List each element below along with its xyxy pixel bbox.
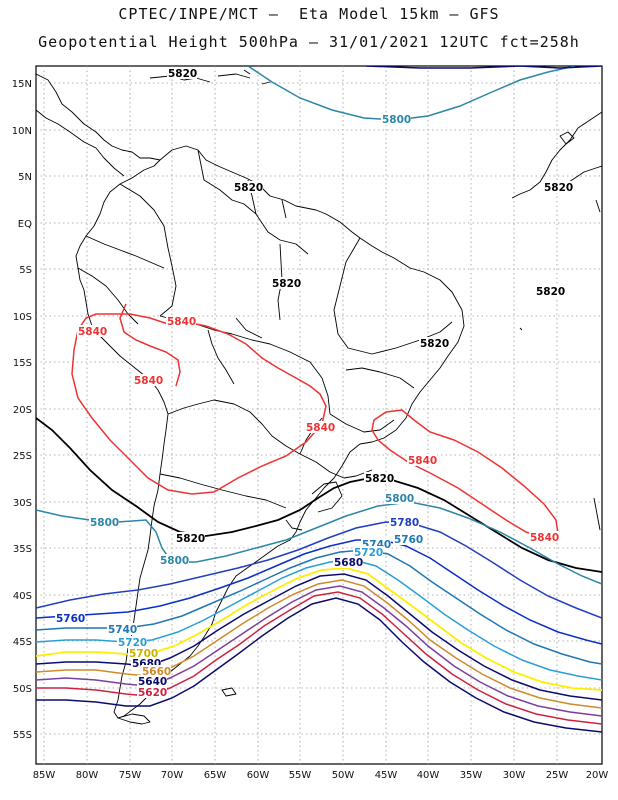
lon-tick-label: 45W [375, 770, 398, 781]
label-5820-rio-grande: 5820 [365, 473, 394, 485]
label-5800-pacific: 5800 [90, 517, 119, 529]
label-5840-bolivia-s: 5840 [134, 375, 163, 387]
lat-tick-label: 5N [18, 172, 32, 183]
contour-5840-coast [119, 303, 181, 387]
lon-tick-label: 25W [546, 770, 569, 781]
lon-tick-label: 75W [119, 770, 142, 781]
label-5840-bolivia-n: 5840 [167, 316, 196, 328]
contour-labels: 5820 5820 5820 5820 5820 5820 5820 5820 … [55, 67, 573, 699]
lat-tick-label: 25S [13, 451, 32, 462]
height-contours [36, 66, 602, 733]
lat-tick-label: 50S [13, 684, 32, 695]
label-5840-east: 5840 [530, 532, 559, 544]
lat-tick-label: 5S [19, 265, 32, 276]
lon-tick-label: 60W [247, 770, 270, 781]
label-5740-west: 5740 [108, 624, 137, 636]
contour-5600 [36, 597, 602, 733]
lat-tick-label: 15S [13, 358, 32, 369]
lon-tick-label: 30W [503, 770, 526, 781]
label-5820-amazon: 5820 [272, 278, 301, 290]
lon-tick-label: 50W [332, 770, 355, 781]
label-5780: 5780 [390, 517, 419, 529]
contour-5780 [36, 521, 602, 619]
contour-5680-north [365, 66, 602, 69]
label-5640: 5640 [138, 676, 167, 688]
label-5840-peru: 5840 [78, 326, 107, 338]
label-5820-argentina: 5820 [176, 533, 205, 545]
lat-tick-label: EQ [18, 219, 32, 230]
label-5800-north: 5800 [382, 114, 411, 126]
label-5760-west: 5760 [56, 613, 85, 625]
map-frame [35, 65, 603, 765]
lon-tick-label: 35W [460, 770, 483, 781]
lon-tick-label: 20W [586, 770, 609, 781]
label-5840-parana: 5840 [306, 422, 335, 434]
label-5820-atlantic: 5820 [536, 286, 565, 298]
lat-tick-label: 35S [13, 544, 32, 555]
map-title-line2: Geopotential Height 500hPa – 31/01/2021 … [38, 33, 580, 51]
lon-tick-label: 70W [161, 770, 184, 781]
contour-5740 [36, 549, 602, 665]
label-5720-west: 5720 [118, 637, 147, 649]
label-5840-sea: 5840 [408, 455, 437, 467]
latitude-axis: 15N 10N 5N EQ 5S 10S 15S 20S 25S 30S 35S… [12, 79, 32, 741]
lat-tick-label: 10S [13, 312, 32, 323]
contour-5820 [36, 417, 602, 573]
lat-tick-label: 20S [13, 405, 32, 416]
lat-tick-label: 30S [13, 498, 32, 509]
south-america-coast [75, 145, 465, 719]
label-5820-bahia: 5820 [420, 338, 449, 350]
lon-tick-label: 65W [204, 770, 227, 781]
label-5820-top: 5820 [168, 68, 197, 80]
lon-tick-label: 80W [76, 770, 99, 781]
contour-5760 [36, 539, 602, 645]
label-5760-east: 5760 [394, 534, 423, 546]
lat-tick-label: 40S [13, 591, 32, 602]
contour-5800-north [247, 66, 576, 121]
label-5620: 5620 [138, 687, 167, 699]
coastlines [36, 69, 602, 725]
lon-tick-label: 85W [33, 770, 56, 781]
label-5680-east: 5680 [334, 557, 363, 569]
lat-tick-label: 15N [12, 79, 32, 90]
label-5800-atlantic: 5800 [385, 493, 414, 505]
lat-tick-label: 55S [13, 730, 32, 741]
lon-tick-label: 40W [417, 770, 440, 781]
longitude-axis: 85W 80W 75W 70W 65W 60W 55W 50W 45W 40W … [33, 770, 609, 781]
label-5820-africa: 5820 [544, 182, 573, 194]
lat-tick-label: 10N [12, 126, 32, 137]
label-5800-south: 5800 [160, 555, 189, 567]
lat-tick-label: 45S [13, 637, 32, 648]
map-title-line1: CPTEC/INPE/MCT – Eta Model 15km – GFS [118, 5, 500, 23]
contour-5800-south [36, 501, 602, 585]
label-5820-venezuela: 5820 [234, 182, 263, 194]
lon-tick-label: 55W [289, 770, 312, 781]
